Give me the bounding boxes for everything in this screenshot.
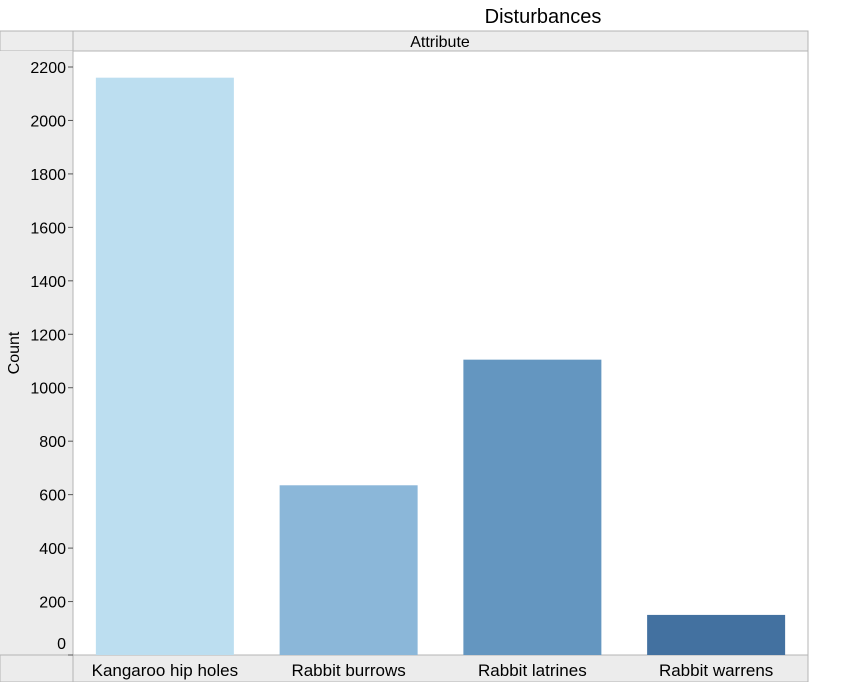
x-axis-panel xyxy=(0,654,809,682)
bar-kangaroo-hip-holes xyxy=(95,77,234,655)
chart-title: Disturbances xyxy=(485,6,602,28)
y-ticks: 0 200 400 600 800 1000 1200 1400 1600 1800 2000 220… xyxy=(30,60,73,656)
x-tick-label: Rabbit latrines xyxy=(478,661,587,680)
y-axis-panel xyxy=(0,51,73,655)
facet-label: Attribute xyxy=(410,34,470,51)
x-tick-labels: Kangaroo hip holes Rabbit burrows Rabbit l… xyxy=(92,661,774,680)
y-tick-label: 0 xyxy=(57,636,66,653)
y-tick-label: 200 xyxy=(39,595,66,612)
y-tick-label: 1200 xyxy=(30,327,66,344)
x-tick-label: Kangaroo hip holes xyxy=(92,661,239,680)
x-tick-label: Rabbit burrows xyxy=(291,661,405,680)
bar-rabbit-burrows xyxy=(279,485,418,655)
x-tick-label: Rabbit warrens xyxy=(659,661,773,680)
y-axis-label: Count xyxy=(6,331,23,374)
bar-rabbit-latrines xyxy=(463,359,602,655)
facet-header xyxy=(0,30,809,52)
y-tick-label: 1800 xyxy=(30,167,66,184)
y-tick-label: 800 xyxy=(39,434,66,451)
y-tick-label: 2000 xyxy=(30,113,66,130)
y-tick-label: 400 xyxy=(39,541,66,558)
y-tick-label: 1600 xyxy=(30,220,66,237)
y-tick-label: 1000 xyxy=(30,381,66,398)
y-tick-label: 2200 xyxy=(30,60,66,77)
bars xyxy=(95,77,786,655)
y-tick-label: 600 xyxy=(39,488,66,505)
y-tick-label: 1400 xyxy=(30,274,66,291)
bar-rabbit-warrens xyxy=(647,614,786,655)
